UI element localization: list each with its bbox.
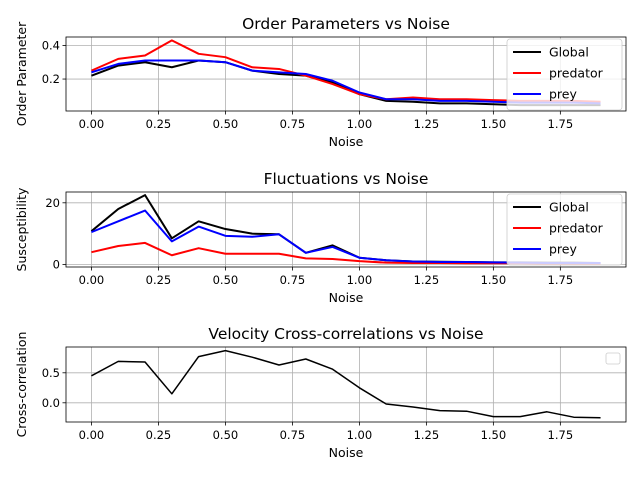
x-tick-label: 1.75 <box>548 428 574 442</box>
chart-panel-1: 0.00 0.25 0.50 0.75 1.00 1.25 1.50 1.75 0.2 0.4 Or… <box>14 15 627 149</box>
legend-box <box>506 193 623 266</box>
axes-frame <box>65 36 627 112</box>
legend-label-prey: prey <box>549 242 577 257</box>
x-tick-label: 0.25 <box>146 428 172 442</box>
x-tick-label: 0.50 <box>213 117 239 131</box>
x-axis-label: Noise <box>329 445 364 460</box>
legend-box <box>506 38 623 111</box>
chart-panel-2: 0.00 0.25 0.50 0.75 1.00 1.25 1.50 1.75 0 20 Fluct… <box>14 170 627 305</box>
x-tick-label: 0.25 <box>146 273 172 287</box>
chart-panel-3: 0.00 0.25 0.50 0.75 1.00 1.25 1.50 1.75 0.0 0.5 Ve… <box>14 325 627 460</box>
legend-label-predator: predator <box>549 66 604 81</box>
y-axis-label: Order Parameter <box>14 21 29 126</box>
x-tick-label: 1.50 <box>481 273 507 287</box>
x-tick-label: 1.00 <box>347 428 373 442</box>
x-tick-label: 0.25 <box>146 117 172 131</box>
legend-label-prey: prey <box>549 87 577 102</box>
x-tick-label: 0.75 <box>280 428 306 442</box>
chart-title: Velocity Cross-correlations vs Noise <box>208 325 483 343</box>
legend-label-global: Global <box>549 200 589 215</box>
x-axis-label: Noise <box>329 290 364 305</box>
y-tick-label: 20 <box>45 196 60 210</box>
x-tick-label: 0.00 <box>79 273 105 287</box>
x-tick-label: 1.50 <box>481 117 507 131</box>
x-tick-label: 1.25 <box>414 273 440 287</box>
x-tick-label: 1.75 <box>548 117 574 131</box>
y-axis-label: Susceptibility <box>14 187 29 271</box>
x-tick-label: 0.50 <box>213 428 239 442</box>
x-tick-label: 0.75 <box>280 273 306 287</box>
y-tick-label: 0.4 <box>42 38 60 52</box>
x-tick-label: 1.50 <box>481 428 507 442</box>
legend-label-predator: predator <box>549 221 604 236</box>
legend-label-global: Global <box>549 45 589 60</box>
x-axis-label: Noise <box>329 134 364 149</box>
legend: Global predator prey <box>506 38 623 111</box>
axes-frame <box>65 346 627 423</box>
x-tick-label: 1.25 <box>414 117 440 131</box>
x-tick-label: 0.00 <box>79 428 105 442</box>
x-tick-label: 1.00 <box>347 273 373 287</box>
legend: Global predator prey <box>506 193 623 266</box>
y-tick-label: 0.5 <box>42 366 60 380</box>
axes-frame <box>65 191 627 268</box>
y-tick-label: 0 <box>53 258 60 272</box>
series-line-series-1 <box>91 349 601 419</box>
chart-title: Order Parameters vs Noise <box>242 15 450 33</box>
x-tick-label: 1.75 <box>548 273 574 287</box>
x-tick-label: 0.50 <box>213 273 239 287</box>
chart-title: Fluctuations vs Noise <box>264 170 429 188</box>
y-axis-label: Cross-correlation <box>14 332 29 438</box>
y-tick-label: 0.0 <box>42 396 60 410</box>
y-tick-label: 0.2 <box>42 72 60 86</box>
x-tick-label: 1.00 <box>347 117 373 131</box>
legend <box>605 352 621 365</box>
x-tick-label: 1.25 <box>414 428 440 442</box>
legend-box <box>605 352 621 365</box>
x-tick-label: 0.75 <box>280 117 306 131</box>
x-tick-label: 0.00 <box>79 117 105 131</box>
